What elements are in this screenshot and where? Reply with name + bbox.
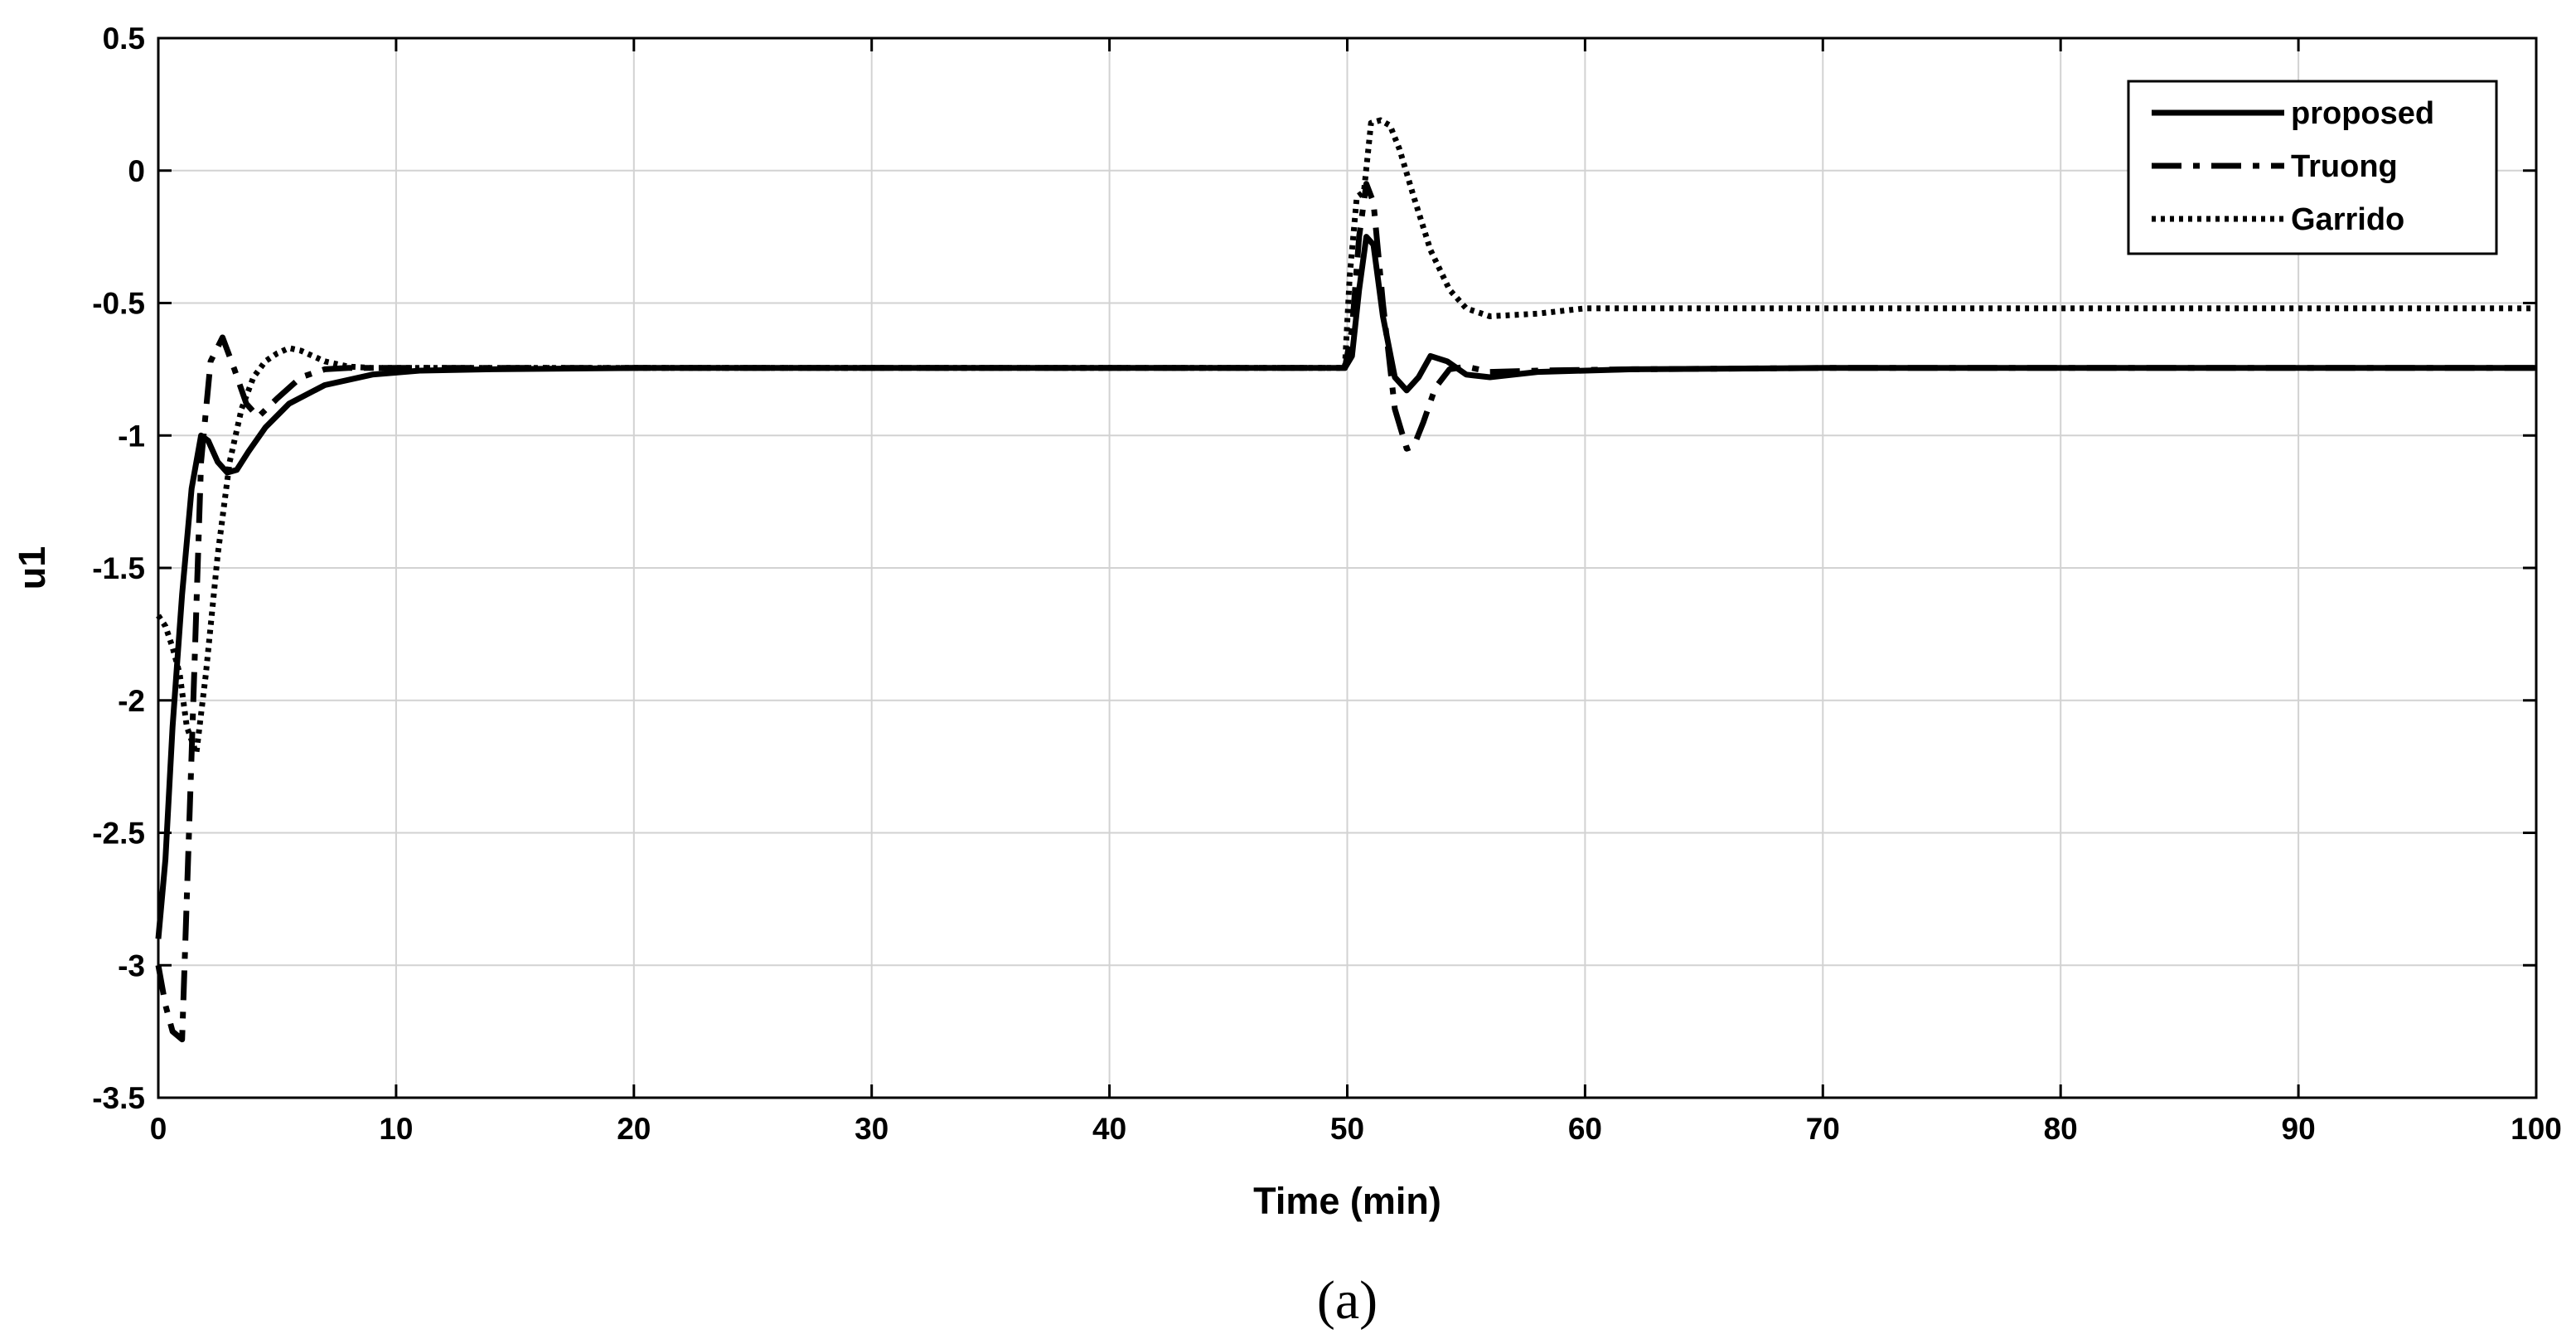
- y-tick-label: -1.5: [92, 551, 145, 585]
- y-tick-label: -3: [118, 948, 145, 982]
- x-tick-label: 10: [379, 1112, 413, 1146]
- legend: proposed Truong Garrido: [2127, 80, 2498, 255]
- x-tick-label: 90: [2282, 1112, 2316, 1146]
- y-tick-label: -2.5: [92, 817, 145, 851]
- x-axis-ticks: 0 10 20 30 40 50 60 70 80 90 100: [150, 38, 2562, 1146]
- series-line-garrido: [156, 117, 2536, 757]
- x-tick-label: 20: [617, 1112, 651, 1146]
- x-tick-label: 60: [1568, 1112, 1602, 1146]
- x-tick-label: 0: [150, 1112, 167, 1146]
- x-axis-label: Time (min): [1253, 1180, 1441, 1222]
- legend-label-proposed: proposed: [2291, 96, 2434, 131]
- y-axis-ticks: 0.5 0 -0.5 -1 -1.5 -2 -2.5 -3 -3.5: [92, 22, 2536, 1115]
- x-tick-label: 40: [1092, 1112, 1126, 1146]
- x-tick-label: 50: [1330, 1112, 1364, 1146]
- y-tick-label: -3.5: [92, 1081, 145, 1115]
- y-tick-label: -0.5: [92, 287, 145, 321]
- y-tick-label: 0: [128, 154, 145, 188]
- legend-label-garrido: Garrido: [2291, 202, 2404, 237]
- series-layer: [155, 117, 2536, 1043]
- x-tick-label: 70: [1806, 1112, 1840, 1146]
- legend-label-truong: Truong: [2291, 149, 2398, 184]
- y-tick-label: -1: [118, 419, 145, 453]
- x-tick-label: 80: [2044, 1112, 2078, 1146]
- y-tick-label: -2: [118, 684, 145, 718]
- y-axis-label: u1: [11, 546, 53, 590]
- x-tick-label: 100: [2511, 1112, 2562, 1146]
- figure-caption: (a): [1317, 1270, 1378, 1331]
- x-tick-label: 30: [855, 1112, 889, 1146]
- y-tick-label: 0.5: [103, 22, 145, 56]
